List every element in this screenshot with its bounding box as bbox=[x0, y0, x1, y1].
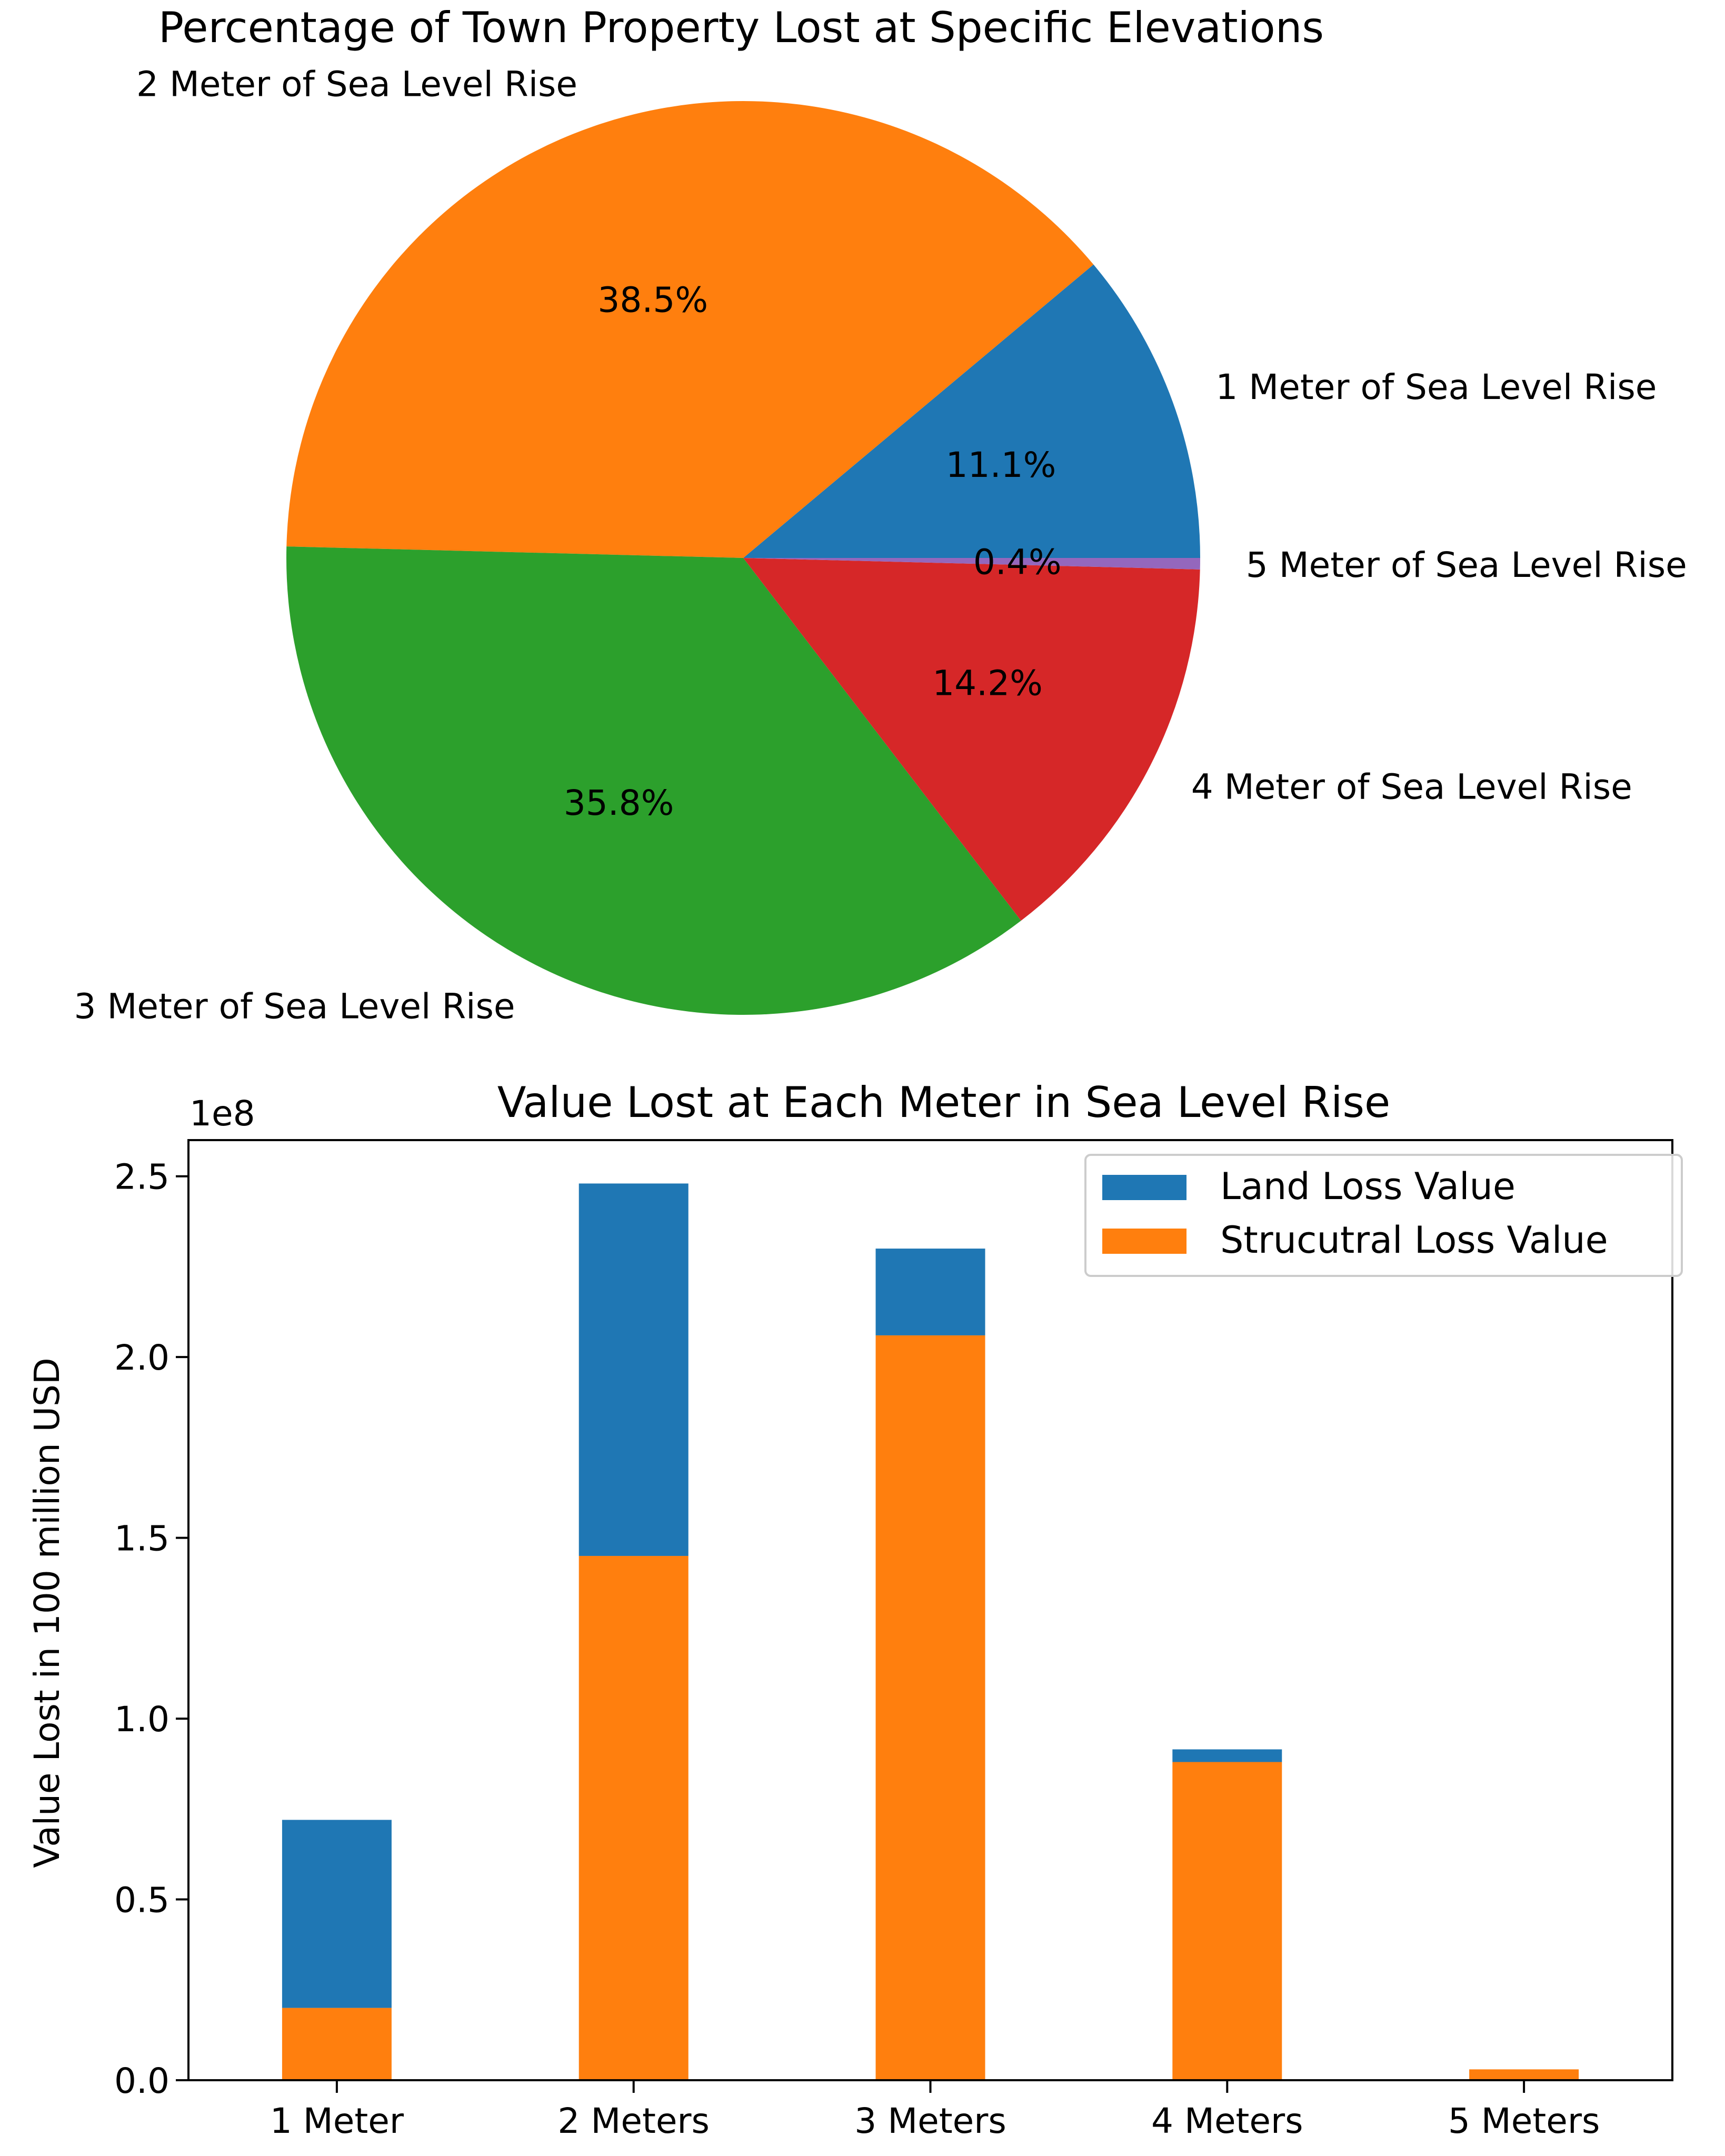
y-tick-label: 2.0 bbox=[114, 1337, 169, 1378]
legend: Land Loss Value Strucutral Loss Value bbox=[1084, 1154, 1683, 1277]
x-tick-label: 3 Meters bbox=[854, 2101, 1006, 2141]
x-tick-label: 4 Meters bbox=[1151, 2101, 1303, 2141]
legend-swatch bbox=[1102, 1229, 1186, 1254]
bar-segment bbox=[282, 2008, 392, 2080]
x-tick-label: 1 Meter bbox=[270, 2101, 404, 2141]
pie-percent-label: 11.1% bbox=[946, 445, 1056, 485]
plot-area-frame bbox=[187, 1139, 1673, 2081]
y-tick-label: 0.0 bbox=[114, 2061, 169, 2101]
y-axis-label: Value Lost in 100 million USD bbox=[27, 1358, 67, 1868]
bar-segment bbox=[579, 1555, 689, 2080]
pie-percent-label: 0.4% bbox=[973, 542, 1062, 583]
pie-labels: 11.1% 1 Meter of Sea Level Rise 38.5% 2 Met… bbox=[74, 64, 1687, 1027]
pie-slice-label: 4 Meter of Sea Level Rise bbox=[1191, 766, 1632, 807]
pie-slice-label: 3 Meter of Sea Level Rise bbox=[74, 986, 515, 1027]
pie-percent-label: 14.2% bbox=[932, 663, 1043, 703]
legend-box bbox=[1084, 1154, 1683, 1277]
pie-slice bbox=[286, 101, 1094, 558]
pie-slices bbox=[286, 101, 1200, 1015]
y-tick-label: 0.5 bbox=[114, 1880, 169, 1921]
bar-axis-ticks: 0.0 0.5 1.0 1.5 2.0 2.5 1 Meter 2 Meters 3 Meter… bbox=[114, 1157, 1600, 2141]
pie-slice bbox=[743, 264, 1200, 558]
y-tick-label: 1.5 bbox=[114, 1519, 169, 1559]
x-tick-label: 2 Meters bbox=[557, 2101, 710, 2141]
bar-segment bbox=[282, 1820, 392, 2008]
y-offset-label: 1e8 bbox=[190, 1093, 255, 1134]
legend-label: Strucutral Loss Value bbox=[1220, 1219, 1608, 1262]
pie-slice-label: 5 Meter of Sea Level Rise bbox=[1246, 545, 1687, 585]
bar-segment bbox=[1172, 1749, 1282, 1762]
bar-chart-title: Value Lost at Each Meter in Sea Level Ri… bbox=[497, 1078, 1390, 1127]
pie-slice bbox=[743, 558, 1200, 570]
bar-bars bbox=[282, 1183, 1579, 2080]
bar-segment bbox=[875, 1335, 985, 2080]
x-tick-label: 5 Meters bbox=[1448, 2101, 1600, 2141]
pie-slice-label: 1 Meter of Sea Level Rise bbox=[1215, 367, 1657, 407]
pie-slice-label: 2 Meter of Sea Level Rise bbox=[136, 64, 577, 105]
bar-segment bbox=[579, 1183, 689, 1556]
pie-chart-title: Percentage of Town Property Lost at Spec… bbox=[158, 3, 1324, 52]
legend-swatch bbox=[1102, 1175, 1186, 1200]
legend-label: Land Loss Value bbox=[1220, 1165, 1515, 1208]
pie-slice bbox=[286, 546, 1021, 1015]
pie-chart: Percentage of Town Property Lost at Spec… bbox=[74, 3, 1687, 1027]
bar-segment bbox=[1172, 1762, 1282, 2080]
pie-percent-label: 38.5% bbox=[597, 280, 708, 320]
y-tick-label: 2.5 bbox=[114, 1157, 169, 1197]
y-tick-label: 1.0 bbox=[114, 1699, 169, 1740]
bar-segment bbox=[1469, 2069, 1579, 2080]
bar-chart: Value Lost at Each Meter in Sea Level Ri… bbox=[27, 1078, 1683, 2141]
pie-slice bbox=[743, 558, 1200, 921]
pie-percent-label: 35.8% bbox=[564, 783, 674, 823]
bar-segment bbox=[875, 1249, 985, 1335]
